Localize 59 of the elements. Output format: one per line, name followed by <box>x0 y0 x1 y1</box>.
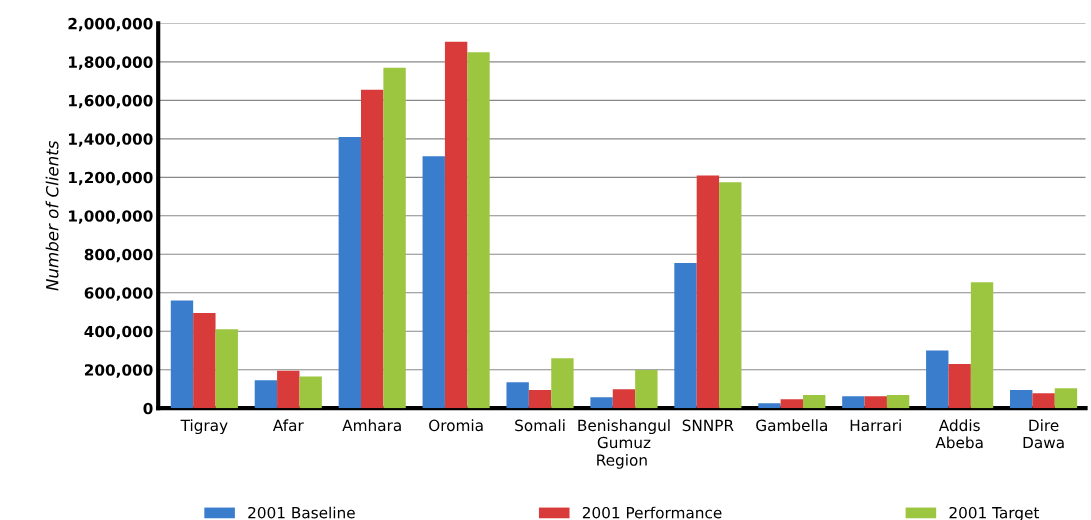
bar <box>864 396 887 409</box>
bar <box>383 67 406 409</box>
bar <box>361 89 384 409</box>
bar <box>422 156 445 409</box>
bar <box>528 390 552 409</box>
x-tick-label: SNNPR <box>682 419 734 432</box>
y-tick-label: 400,000 <box>84 325 153 340</box>
x-tick-label: Dire Dawa <box>1023 419 1064 449</box>
y-tick-label: 600,000 <box>84 287 153 301</box>
bar <box>444 41 468 409</box>
y-tick-label: 0 <box>143 402 153 415</box>
bar <box>506 382 529 409</box>
y-tick-label: 200,000 <box>84 364 153 378</box>
x-axis-title: Region <box>597 453 647 469</box>
x-tick-label: Gambella <box>756 419 827 432</box>
bar <box>803 395 826 409</box>
bar <box>338 136 362 409</box>
x-tick-label: Harrari <box>850 419 901 432</box>
x-tick-label: Benishangul Gumuz <box>578 419 670 449</box>
x-tick-label: Oromia <box>429 419 483 432</box>
bar <box>696 175 720 409</box>
y-tick-label: 1,600,000 <box>69 94 153 109</box>
x-tick-label: Somali <box>515 419 565 432</box>
bar <box>780 399 803 409</box>
bar <box>215 329 238 409</box>
bar <box>1054 388 1078 409</box>
bar <box>299 376 322 409</box>
bar <box>551 358 574 409</box>
x-tick-label: Afar <box>272 419 304 432</box>
bar <box>277 370 300 409</box>
bar <box>1010 390 1033 409</box>
bar <box>590 397 613 409</box>
bar <box>254 380 278 409</box>
y-tick-label: 1,400,000 <box>69 133 153 147</box>
bar <box>842 396 865 409</box>
y-axis-title: Number of Clients <box>45 140 59 291</box>
legend-label: 2001 Baseline <box>248 506 355 519</box>
bar <box>948 363 971 409</box>
bar <box>170 300 194 409</box>
y-tick-label: 2,000,000 <box>68 17 153 32</box>
bar <box>612 389 636 409</box>
y-tick-label: 800,000 <box>84 248 153 263</box>
x-tick-label: Tigray <box>180 419 228 435</box>
x-tick-label: Amhara <box>342 419 401 432</box>
bar <box>467 52 490 409</box>
bar <box>886 395 910 409</box>
legend-label: 2001 Performance <box>582 506 722 519</box>
y-tick-label: 1,200,000 <box>69 171 153 186</box>
bar <box>635 370 658 409</box>
x-tick-label: Addis Abeba <box>935 419 983 449</box>
y-tick-label: 1,000,000 <box>69 210 153 224</box>
bar <box>674 262 697 409</box>
bar <box>719 182 742 409</box>
y-tick-label: 1,800,000 <box>69 56 153 70</box>
bar <box>758 403 781 409</box>
bar <box>926 350 949 409</box>
bar <box>970 282 994 409</box>
bar <box>193 312 216 409</box>
bar <box>1032 393 1055 409</box>
